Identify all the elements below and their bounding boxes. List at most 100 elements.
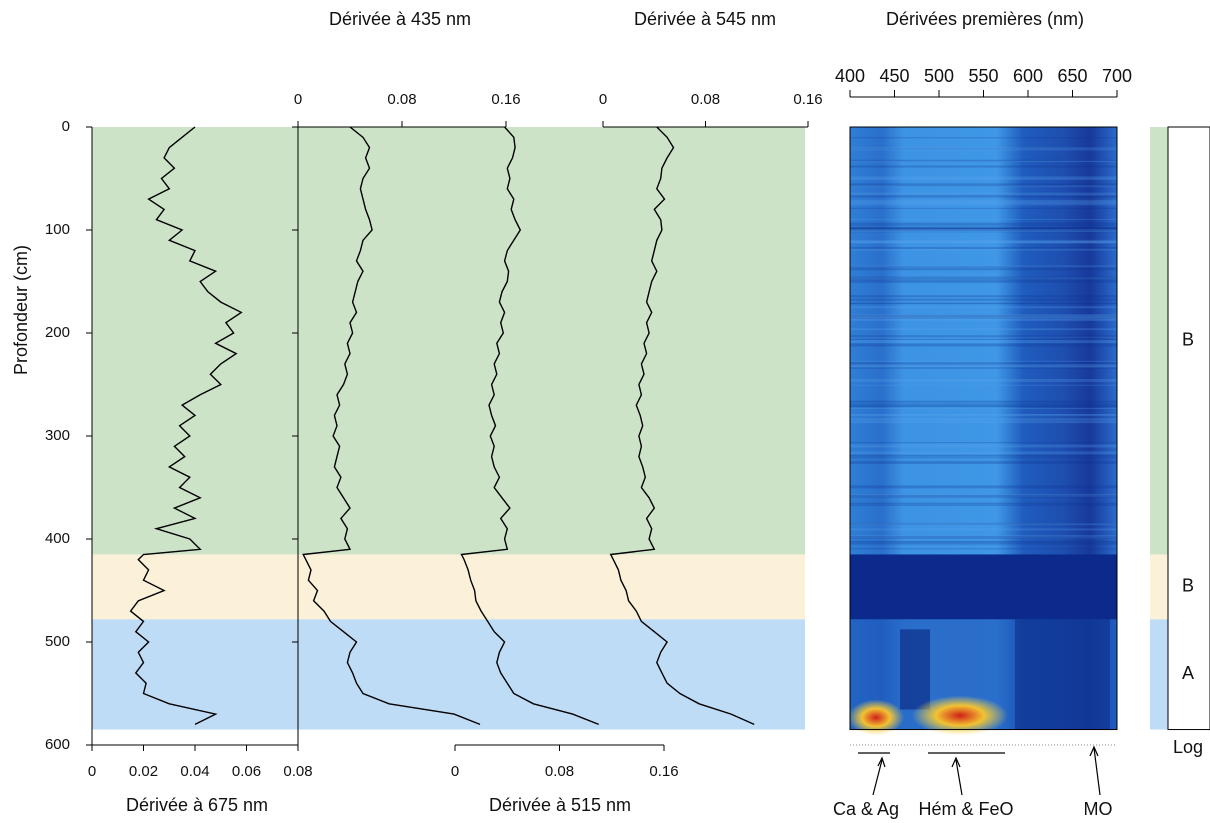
- log-zone: [1150, 127, 1168, 555]
- heatmap-stripe: [850, 442, 1117, 444]
- heatmap-stripe: [850, 248, 1117, 251]
- heatmap-stripe: [850, 535, 1117, 539]
- x-tick-label: 650: [1057, 66, 1087, 86]
- heatmap-stripe: [850, 457, 1117, 459]
- heatmap-stripe: [850, 228, 1117, 230]
- annotation-arrows: [858, 745, 1101, 796]
- log-box: [1167, 126, 1210, 731]
- heatmap-stripe: [850, 265, 1117, 268]
- heatmap-stripe: [850, 504, 1117, 506]
- zone: [92, 127, 805, 555]
- x-tick-label: 700: [1102, 66, 1132, 86]
- heatmap-stripe: [850, 319, 1117, 321]
- y-tick-label: 500: [45, 633, 70, 650]
- heatmap-stripe: [850, 317, 1117, 320]
- heatmap-hot: [912, 695, 1008, 736]
- zone-label: B: [1182, 576, 1194, 596]
- heatmap-stripe: [850, 485, 1117, 489]
- heatmap-stripe: [850, 295, 1117, 298]
- arrow: [1093, 747, 1101, 796]
- log-label: Log: [1173, 737, 1203, 757]
- x-tick-label: 400: [835, 66, 865, 86]
- arrowhead: [877, 756, 886, 768]
- heatmap-stripe: [850, 535, 1117, 539]
- heatmap-stripe: [850, 185, 1117, 188]
- x-tick-label: 550: [968, 66, 998, 86]
- zone-label: B: [1182, 329, 1194, 349]
- heatmap-stripe: [850, 414, 1117, 416]
- log-zone: [1150, 554, 1168, 620]
- heatmap-stripe: [850, 420, 1117, 424]
- heatmap-stripe: [850, 548, 1117, 550]
- x-tick-label: 450: [879, 66, 909, 86]
- y-tick-label: 400: [45, 530, 70, 547]
- x-tick-label: 0.02: [129, 763, 158, 780]
- heatmap-stripe: [850, 343, 1117, 347]
- heatmap-stripe: [850, 239, 1117, 243]
- heatmap-stripe: [850, 366, 1117, 369]
- heatmap-stripe: [850, 316, 1117, 319]
- heatmap-stripe: [850, 176, 1117, 180]
- heatmap-stripe: [850, 279, 1117, 283]
- zones: B B A: [92, 126, 1210, 731]
- heatmap-stripe: [850, 178, 1117, 180]
- heatmap-stripe: [850, 403, 1117, 407]
- heatmap-stripe: [850, 502, 1117, 505]
- heatmap-stripe: [850, 268, 1117, 271]
- heatmap-stripe: [850, 218, 1117, 220]
- heatmap-stripe: [850, 242, 1117, 244]
- heatmap-stripe: [850, 528, 1117, 531]
- heatmap-stripe: [850, 137, 1117, 139]
- heatmap-stripe: [850, 340, 1117, 344]
- heatmap-stripe: [850, 451, 1117, 455]
- heatmap-stripe: [850, 338, 1117, 340]
- heatmap-stripe: [850, 406, 1117, 408]
- heatmap-stripe: [850, 222, 1117, 226]
- heatmap-stripe: [850, 336, 1117, 338]
- heatmap-stripe: [850, 360, 1117, 362]
- heatmap-stripe: [850, 277, 1117, 280]
- x-tick-label: 0: [88, 763, 96, 780]
- x-tick-label: 0: [599, 91, 607, 108]
- heatmap-stripe: [850, 408, 1117, 410]
- x-tick-label: 0.08: [691, 91, 720, 108]
- heatmap-stripe: [850, 247, 1117, 250]
- heatmap-stripe: [850, 161, 1117, 163]
- x-tick-label: 500: [924, 66, 954, 86]
- chart-title: Dérivée à 545 nm: [634, 9, 776, 29]
- heatmap-stripe: [850, 335, 1117, 338]
- y-axis-label: Profondeur (cm): [11, 245, 31, 375]
- x-tick-label: 0.08: [545, 763, 574, 780]
- y-tick-label: 100: [45, 221, 70, 238]
- heatmap-stripe: [850, 298, 1117, 301]
- annotation: MO: [1084, 799, 1113, 819]
- heatmap-stripe: [850, 303, 1117, 305]
- arrowhead: [951, 756, 961, 768]
- heatmap-stripe: [850, 314, 1117, 317]
- curve: [460, 126, 599, 726]
- x-tick-label: 0.16: [793, 91, 822, 108]
- heatmap-stripe: [850, 400, 1117, 403]
- heatmap-stripe: [850, 541, 1117, 545]
- heatmap-stripe: [850, 454, 1117, 457]
- heatmap-stripe: [850, 227, 1117, 229]
- heatmap-stripe: [850, 535, 1117, 537]
- heatmap-stripe: [850, 160, 1117, 162]
- heatmap-stripe: [850, 540, 1117, 542]
- heatmap-stripe: [850, 227, 1117, 231]
- heatmap-stripe: [850, 265, 1117, 268]
- heatmap-stripe: [850, 460, 1117, 464]
- x-tick-label: 0.16: [491, 91, 520, 108]
- x-tick-label: 0.08: [283, 763, 312, 780]
- arrow: [955, 759, 963, 796]
- heatmap-frame: [849, 126, 1118, 731]
- heatmap-stripe: [850, 494, 1117, 498]
- heatmap-stripe: [850, 314, 1117, 318]
- heatmap-stripe: [850, 306, 1117, 309]
- x-tick-label: 0.04: [180, 763, 209, 780]
- heatmap-lower: [1015, 619, 1110, 730]
- zone: [92, 554, 805, 620]
- heatmap-stripe: [850, 366, 1117, 368]
- arrowhead: [1089, 745, 1099, 757]
- heatmap-hot: [848, 699, 904, 736]
